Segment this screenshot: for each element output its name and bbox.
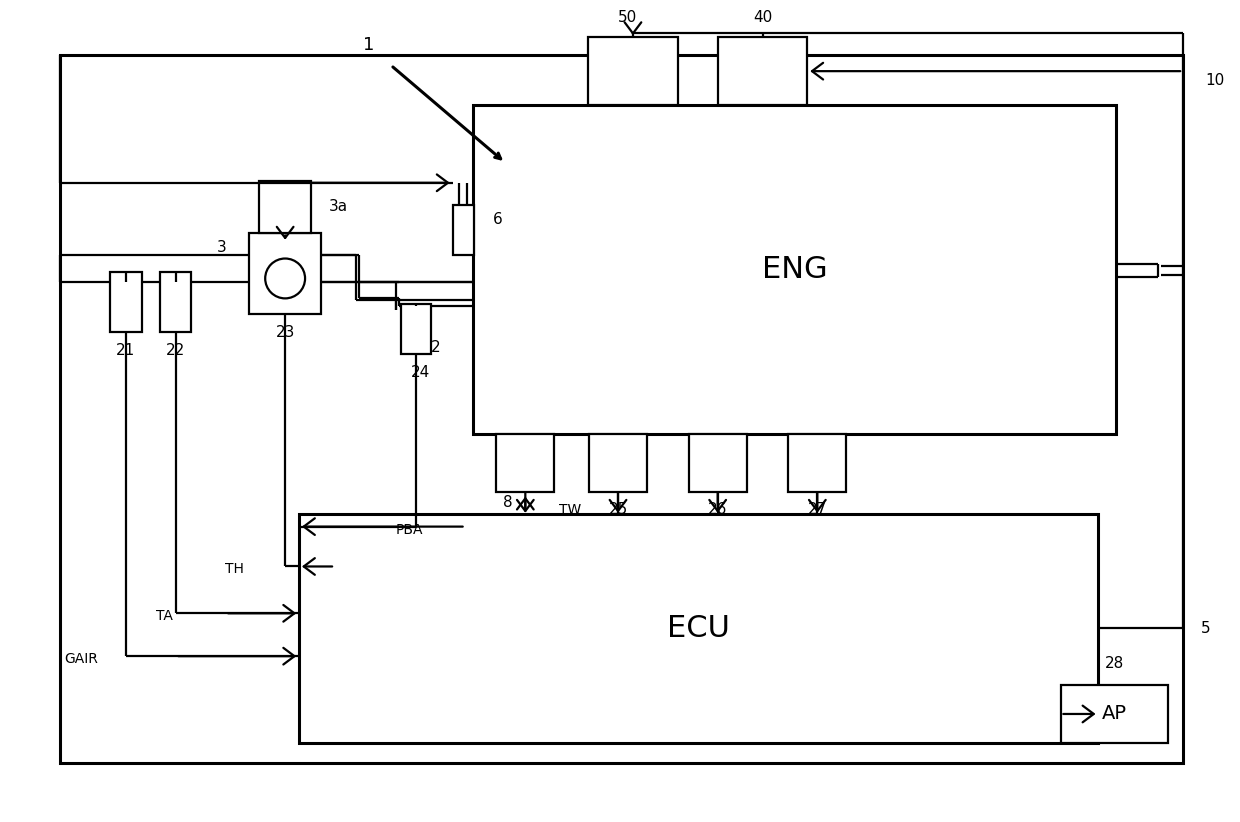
Bar	[789, 434, 846, 492]
Text: 23: 23	[275, 325, 295, 339]
Text: 3: 3	[217, 240, 226, 255]
Text: ENG: ENG	[761, 255, 827, 284]
Text: 25: 25	[609, 502, 627, 517]
Text: 27: 27	[807, 502, 827, 517]
Text: PBA: PBA	[396, 523, 423, 537]
Bar	[453, 205, 475, 255]
Bar	[299, 514, 1099, 743]
Bar	[401, 304, 430, 354]
Bar	[718, 37, 807, 105]
Bar	[472, 105, 1116, 434]
Bar	[249, 233, 321, 314]
Text: 5: 5	[1202, 621, 1210, 635]
Text: AP: AP	[1102, 704, 1127, 723]
Text: 10: 10	[1205, 72, 1224, 88]
Bar	[109, 272, 141, 332]
Text: 24: 24	[410, 365, 430, 380]
Text: 22: 22	[166, 343, 185, 358]
Bar	[688, 434, 746, 492]
Text: 1: 1	[363, 36, 374, 54]
Text: 3a: 3a	[329, 199, 348, 215]
Text: GAIR: GAIR	[64, 652, 98, 666]
Bar	[496, 434, 554, 492]
Text: 28: 28	[1105, 656, 1123, 671]
Bar	[588, 37, 678, 105]
Bar	[1060, 685, 1168, 743]
Text: 2: 2	[430, 339, 440, 355]
Text: ECU: ECU	[667, 614, 730, 643]
Text: TA: TA	[155, 609, 172, 623]
Bar	[160, 272, 191, 332]
Text: 8: 8	[502, 495, 512, 510]
Bar	[259, 181, 311, 233]
Text: 6: 6	[492, 212, 502, 227]
Text: TW: TW	[559, 503, 582, 517]
Bar	[60, 55, 1183, 763]
Bar	[589, 434, 647, 492]
Text: 21: 21	[117, 343, 135, 358]
Text: 26: 26	[708, 502, 728, 517]
Text: TH: TH	[226, 562, 244, 576]
Text: 40: 40	[753, 10, 773, 25]
Text: 50: 50	[619, 10, 637, 25]
